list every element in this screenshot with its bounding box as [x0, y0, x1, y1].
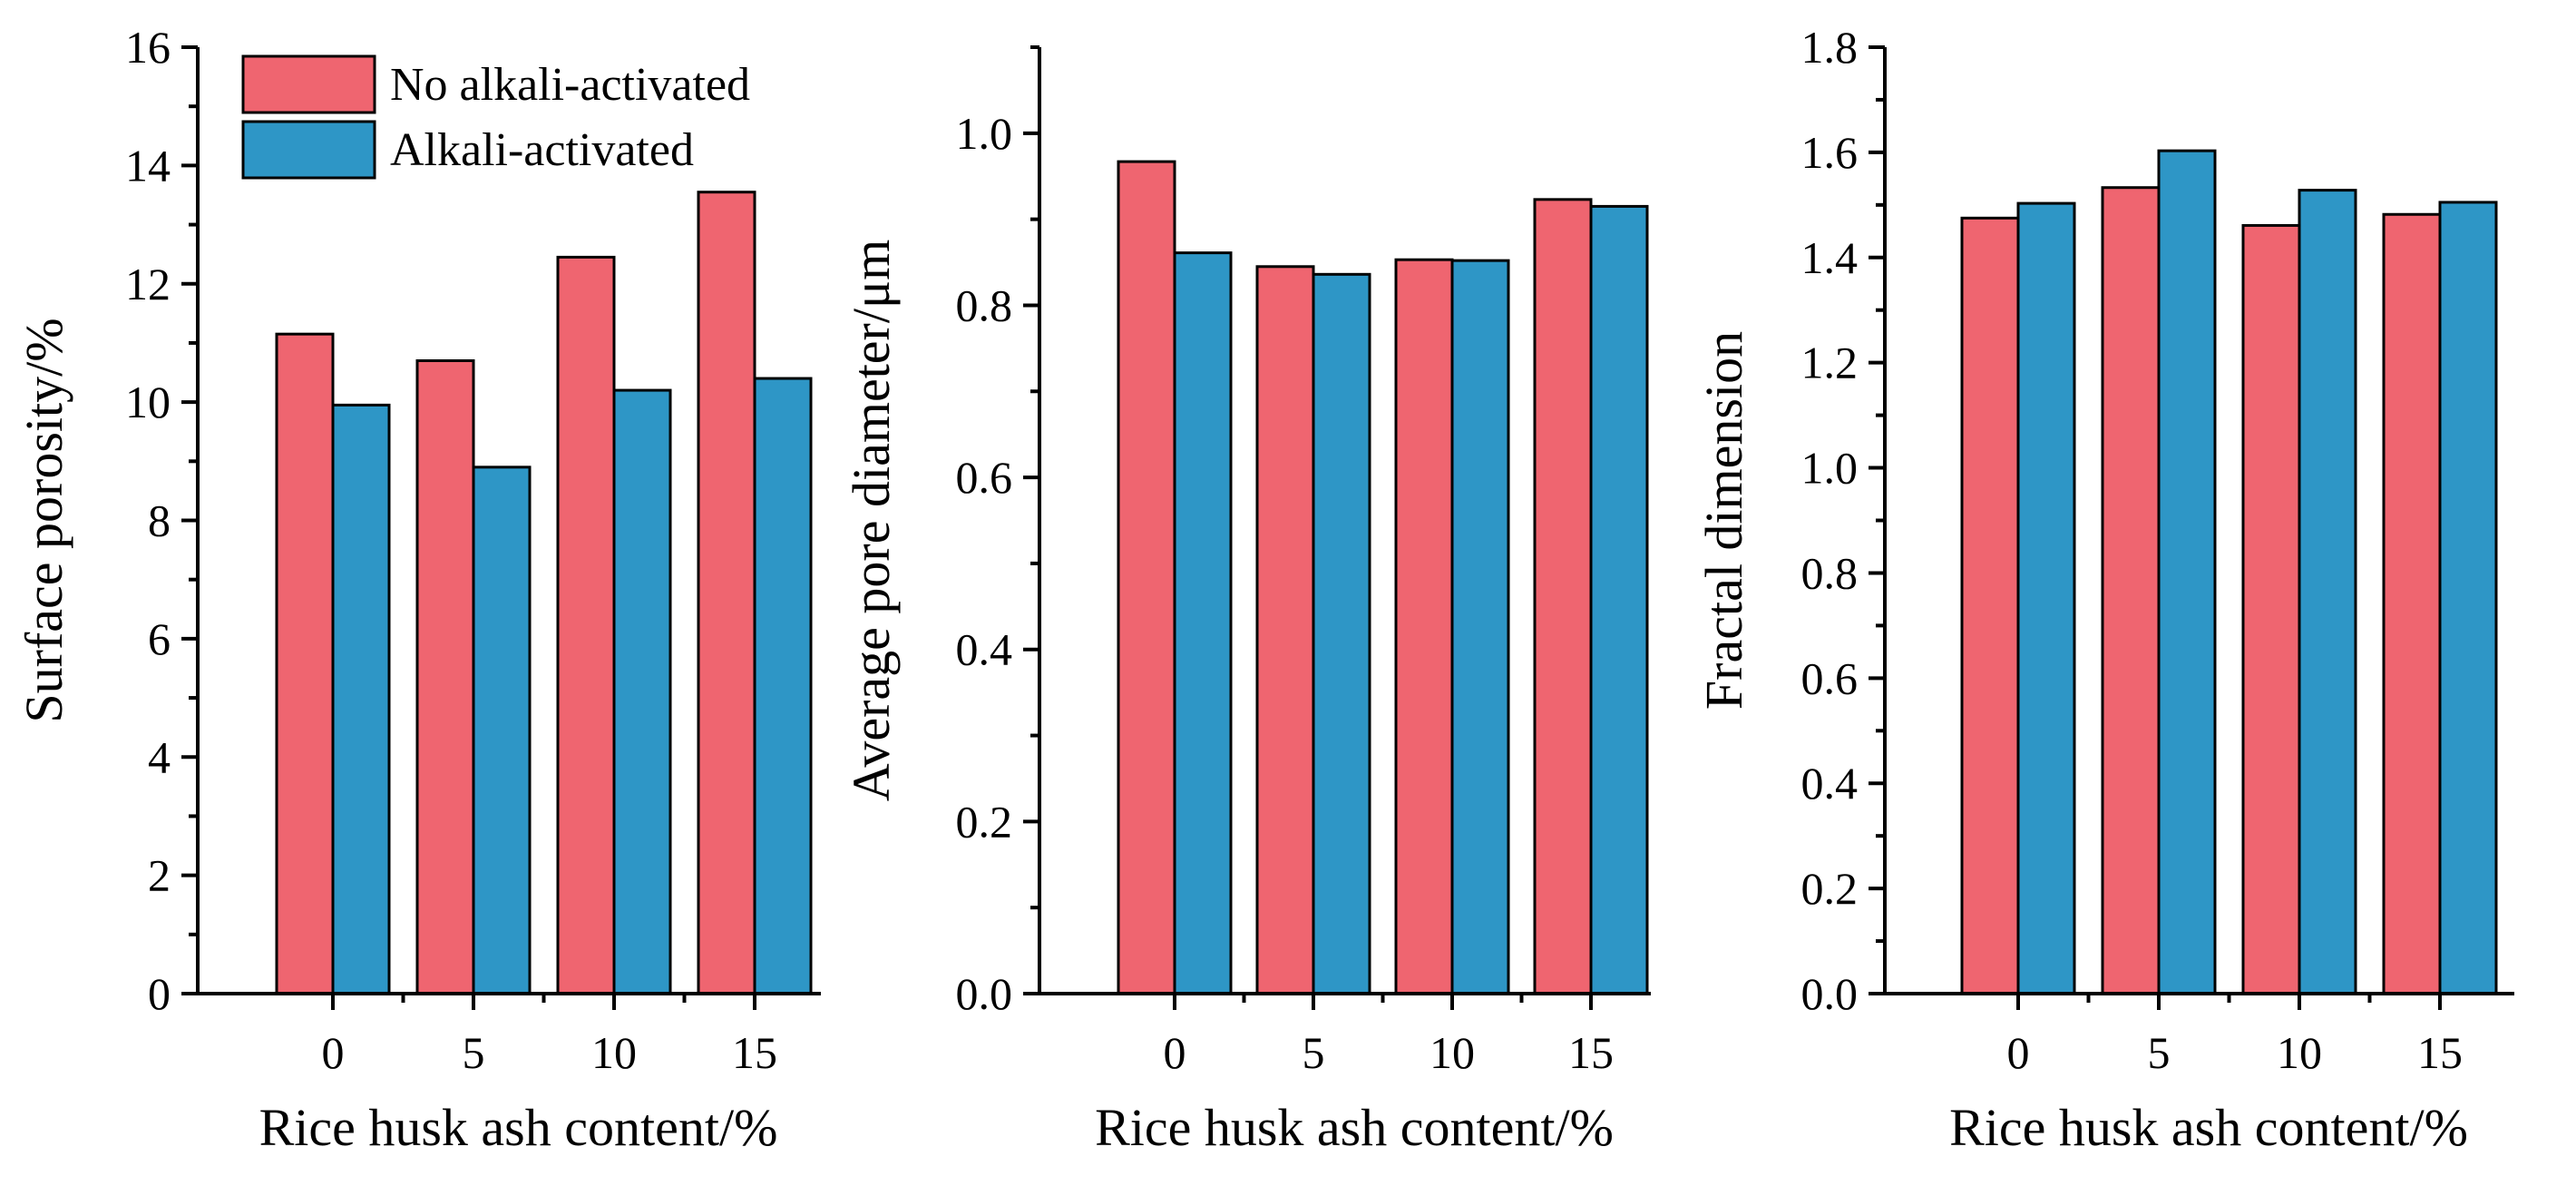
bar-alkali-5 — [2157, 149, 2217, 995]
bar-alkali-15 — [753, 377, 813, 995]
y-tick-label: 6 — [148, 613, 171, 664]
legend-swatch-no-alkali — [241, 54, 376, 114]
y-tick-label: 2 — [148, 850, 171, 901]
y-axis-title: Fractal dimension — [1694, 331, 1753, 710]
bar-no-alkali-15 — [2382, 212, 2442, 995]
y-tick-label: 0.0 — [1801, 968, 1859, 1019]
x-axis-title: Rice husk ash content/% — [1095, 1098, 1614, 1157]
bar-alkali-5 — [1312, 272, 1371, 995]
bar-no-alkali-5 — [415, 358, 475, 995]
y-axis-title: Surface porosity/% — [15, 318, 73, 722]
x-tick-label: 5 — [1303, 1027, 1325, 1078]
bar-alkali-15 — [2438, 201, 2498, 995]
bar-no-alkali-0 — [275, 332, 335, 995]
x-axis-title: Rice husk ash content/% — [259, 1098, 778, 1157]
y-tick-label: 4 — [148, 731, 171, 782]
x-axis-title: Rice husk ash content/% — [1949, 1098, 2468, 1157]
x-tick-label: 15 — [2417, 1027, 2463, 1078]
chart-panel-3: 0.0 0.2 0.4 0.6 0.8 1.0 1.2 1.4 1.6 1.8 0 5 10 15 Rice… — [1694, 22, 2514, 1157]
chart-panel-1: 0 2 4 6 8 10 12 14 16 0 5 10 15 Rice husk ash content… — [15, 22, 821, 1157]
y-axis-title: Average pore diameter/μm — [842, 240, 901, 801]
y-tick-label: 0.6 — [1801, 652, 1859, 703]
y-tick-label: 1.0 — [1801, 443, 1859, 494]
bar-alkali-0 — [2016, 201, 2076, 995]
bar-no-alkali-5 — [1255, 265, 1315, 995]
x-tick-label: 10 — [2277, 1027, 2322, 1078]
bar-alkali-5 — [472, 466, 532, 995]
x-tick-label: 0 — [2007, 1027, 2030, 1078]
y-tick-label: 1.0 — [956, 108, 1013, 159]
legend-label: Alkali-activated — [390, 124, 694, 176]
x-tick-label: 10 — [591, 1027, 637, 1078]
y-tick-label: 0.0 — [956, 968, 1013, 1019]
legend: No alkali-activated Alkali-activated — [241, 54, 750, 180]
y-tick-label: 0.2 — [1801, 863, 1859, 914]
y-tick-label: 1.4 — [1801, 232, 1859, 283]
x-tick-label: 15 — [732, 1027, 777, 1078]
bar-no-alkali-10 — [2241, 223, 2301, 995]
bar-no-alkali-10 — [1394, 258, 1454, 995]
y-tick-label: 14 — [125, 140, 171, 191]
bar-no-alkali-15 — [1533, 198, 1593, 995]
y-tick-label: 0.2 — [956, 796, 1013, 847]
x-tick-label: 0 — [322, 1027, 345, 1078]
y-tick-label: 0 — [148, 968, 171, 1019]
bar-alkali-0 — [331, 403, 391, 995]
legend-swatch-alkali — [241, 120, 376, 180]
bar-alkali-10 — [612, 388, 672, 995]
x-tick-label: 5 — [2148, 1027, 2171, 1078]
y-tick-label: 10 — [125, 377, 171, 427]
y-tick-label: 1.6 — [1801, 127, 1859, 178]
bar-alkali-10 — [1450, 259, 1510, 995]
y-tick-label: 0.4 — [956, 624, 1013, 675]
y-tick-label: 0.8 — [956, 279, 1013, 330]
y-tick-label: 1.2 — [1801, 338, 1859, 388]
legend-label: No alkali-activated — [390, 59, 750, 111]
bar-alkali-0 — [1173, 251, 1233, 995]
x-tick-label: 0 — [1164, 1027, 1186, 1078]
x-tick-label: 15 — [1568, 1027, 1614, 1078]
chart-panel-2: 0.0 0.2 0.4 0.6 0.8 1.0 0 5 10 15 Rice husk ash co… — [842, 45, 1651, 1157]
y-tick-label: 8 — [148, 495, 171, 546]
bar-no-alkali-5 — [2101, 186, 2161, 995]
bar-alkali-10 — [2298, 189, 2357, 995]
y-tick-label: 12 — [125, 259, 171, 309]
bar-alkali-15 — [1589, 204, 1649, 995]
y-tick-label: 16 — [125, 22, 171, 73]
y-tick-label: 0.6 — [956, 452, 1013, 503]
bar-no-alkali-15 — [697, 191, 756, 995]
bar-no-alkali-0 — [1117, 160, 1176, 995]
y-tick-label: 0.8 — [1801, 547, 1859, 598]
bar-no-alkali-10 — [556, 255, 616, 995]
y-tick-label: 1.8 — [1801, 22, 1859, 73]
x-tick-label: 5 — [463, 1027, 485, 1078]
y-tick-label: 0.4 — [1801, 758, 1859, 809]
bar-no-alkali-0 — [1960, 216, 2020, 995]
x-tick-label: 10 — [1429, 1027, 1475, 1078]
